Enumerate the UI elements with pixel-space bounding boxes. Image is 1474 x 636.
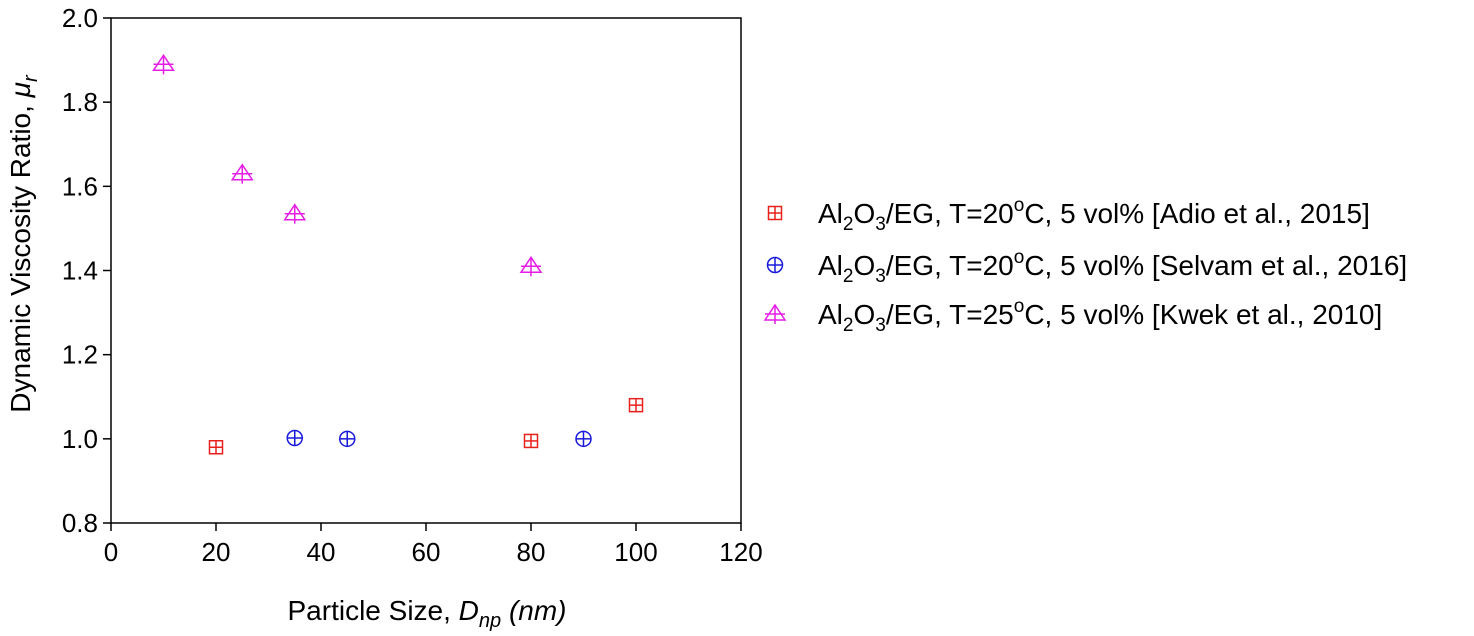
data-point — [523, 433, 539, 449]
x-tick-label: 40 — [307, 537, 336, 567]
legend: Al2O3/EG, T=20oC, 5 vol% [Adio et al., 2… — [763, 195, 1407, 336]
y-tick-label: 1.8 — [62, 87, 98, 117]
data-point — [230, 163, 254, 184]
legend-item: Al2O3/EG, T=20oC, 5 vol% [Adio et al., 2… — [767, 195, 1370, 235]
x-tick-label: 60 — [412, 537, 441, 567]
y-tick-label: 2.0 — [62, 3, 98, 33]
data-points — [152, 53, 644, 455]
data-point — [339, 430, 356, 448]
x-tick-label: 100 — [614, 537, 657, 567]
legend-label: Al2O3/EG, T=20oC, 5 vol% [Selvam et al.,… — [818, 247, 1407, 287]
legend-item: Al2O3/EG, T=20oC, 5 vol% [Selvam et al.,… — [766, 247, 1407, 287]
data-point — [283, 203, 307, 224]
y-axis-label: Dynamic Viscosity Ratio, μr — [5, 74, 42, 413]
data-point — [286, 429, 303, 447]
y-tick-label: 1.6 — [62, 171, 98, 201]
data-point — [628, 397, 644, 413]
legend-marker — [767, 205, 783, 221]
legend-label: Al2O3/EG, T=20oC, 5 vol% [Adio et al., 2… — [818, 195, 1370, 235]
x-tick-label: 80 — [517, 537, 546, 567]
y-tick-label: 1.0 — [62, 424, 98, 454]
x-tick-label: 120 — [719, 537, 762, 567]
data-point — [152, 53, 175, 75]
legend-marker — [766, 256, 784, 274]
axes — [110, 17, 742, 524]
data-point — [575, 430, 592, 448]
x-tick-label: 20 — [202, 537, 231, 567]
plot-frame — [110, 17, 742, 524]
x-axis-label: Particle Size, Dnp (nm) — [288, 595, 567, 632]
legend-item: Al2O3/EG, T=25oC, 5 vol% [Kwek et al., 2… — [763, 296, 1382, 336]
tick-marks: 0 20 40 60 80 100 120 0.8 1.0 1.2 1.4 1.6 1.8 2.0 — [62, 3, 763, 567]
legend-marker — [763, 303, 787, 324]
data-point — [208, 440, 224, 455]
legend-label: Al2O3/EG, T=25oC, 5 vol% [Kwek et al., 2… — [818, 296, 1382, 336]
y-tick-label: 1.4 — [62, 256, 98, 286]
data-point — [519, 255, 543, 277]
y-tick-label: 0.8 — [62, 508, 98, 538]
y-tick-label: 1.2 — [62, 340, 98, 370]
x-tick-label: 0 — [104, 537, 118, 567]
